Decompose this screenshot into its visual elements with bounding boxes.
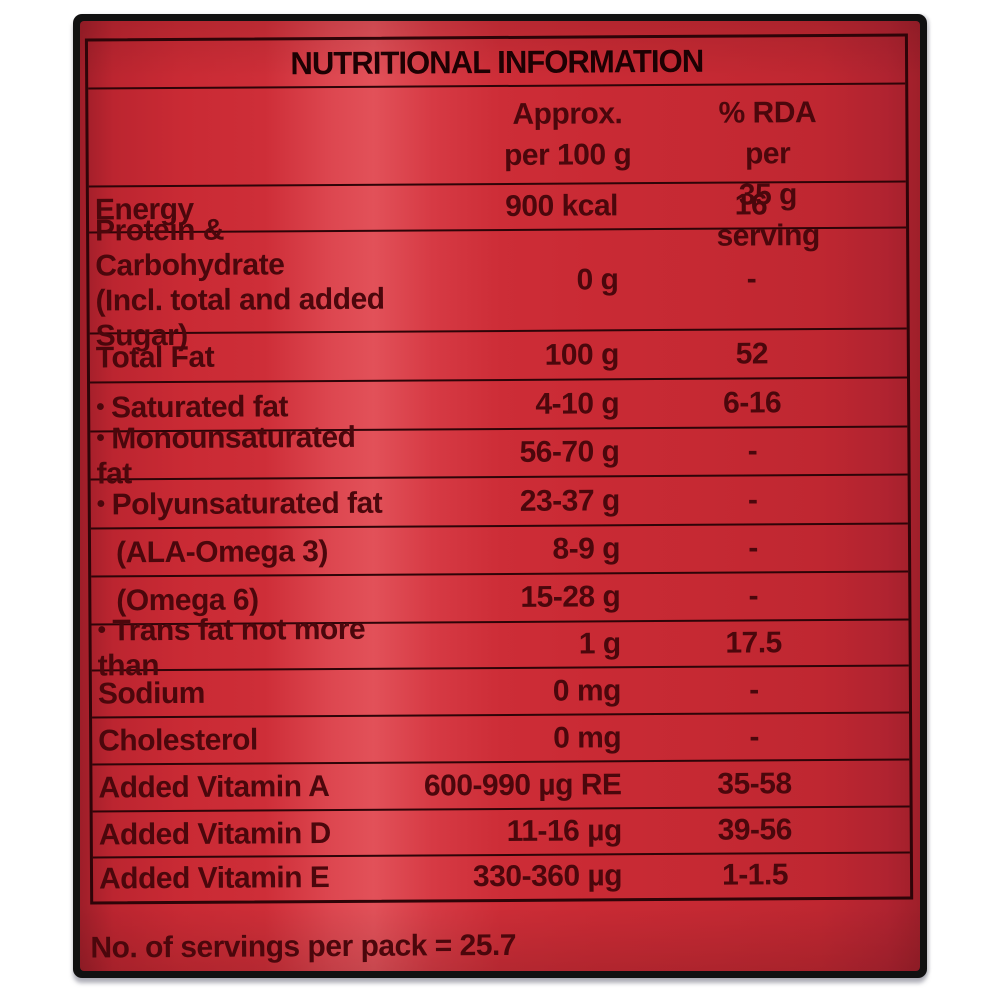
nutrient-label: Added Vitamin D	[98, 816, 331, 851]
rda-percent: -	[748, 531, 758, 565]
value-per-100g: 11-16 µg	[506, 814, 622, 848]
nutrient-label: • Trans fat not more than	[97, 612, 366, 682]
label-tilt-wrapper: NUTRITIONAL INFORMATION Approx. per 100 …	[80, 21, 920, 971]
label-red-background: NUTRITIONAL INFORMATION Approx. per 100 …	[80, 21, 920, 971]
rda-percent: -	[749, 672, 759, 706]
value-per-100g: 56-70 g	[519, 435, 620, 469]
rda-percent: -	[749, 719, 760, 753]
bullet-icon: •	[96, 489, 105, 517]
nutrient-label: Added Vitamin E	[98, 861, 330, 896]
table-row-ala-omega-3: (ALA-Omega 3) 8-9 g -	[90, 524, 909, 578]
nutrition-label-frame: NUTRITIONAL INFORMATION Approx. per 100 …	[73, 14, 927, 978]
servings-per-pack-note: No. of servings per pack = 25.7	[90, 928, 517, 965]
rda-percent: 52	[735, 336, 769, 371]
nutrient-label: Protein & Carbohydrate (Incl. total and …	[94, 213, 385, 352]
table-row-trans-fat: • Trans fat not more than 1 g 17.5	[91, 612, 909, 682]
bullet-icon: •	[97, 615, 106, 643]
value-per-100g: 4-10 g	[535, 386, 620, 421]
value-per-100g: 0 mg	[553, 720, 622, 755]
table-row-added-vitamin-a: Added Vitamin A 600-990 µg RE 35-58	[92, 760, 910, 813]
nutrient-label: Added Vitamin A	[98, 770, 330, 805]
nutrient-label: • Polyunsaturated fat	[96, 486, 383, 521]
table-header-row: Approx. per 100 g % RDA per 35 g serving	[88, 84, 906, 253]
page-title: NUTRITIONAL INFORMATION	[290, 42, 704, 81]
nutrient-label: (ALA-Omega 3)	[115, 534, 329, 569]
rda-percent: 35-58	[717, 766, 792, 801]
rda-percent: -	[748, 579, 759, 613]
rda-percent: -	[747, 434, 758, 468]
table-row-monounsaturated-fat: • Monounsaturated fat 56-70 g -	[90, 420, 908, 490]
value-per-100g: 900 kcal	[505, 189, 619, 223]
table-row-added-vitamin-e: Added Vitamin E 330-360 µg 1-1.5	[93, 854, 910, 900]
table-row-cholesterol: Cholesterol 0 mg -	[92, 713, 910, 766]
table-row-added-vitamin-d: Added Vitamin D 11-16 µg 39-56	[92, 807, 910, 859]
rda-percent: 17.5	[725, 626, 782, 660]
value-per-100g: 600-990 µg RE	[423, 767, 622, 802]
nutrient-label: Cholesterol	[98, 723, 258, 758]
nutrition-table: NUTRITIONAL INFORMATION Approx. per 100 …	[84, 33, 914, 905]
value-per-100g: 0 mg	[552, 673, 621, 708]
bullet-icon: •	[96, 392, 105, 420]
rda-percent: -	[746, 261, 757, 295]
nutrient-label: Sodium	[97, 676, 206, 711]
bullet-icon: •	[96, 423, 105, 451]
column-header-rda-per-serving: % RDA per 35 g serving	[716, 96, 820, 253]
nutrient-label: Total Fat	[95, 340, 215, 375]
value-per-100g: 15-28 g	[520, 580, 621, 614]
rda-percent: 1-1.5	[721, 857, 789, 892]
rda-percent: 39-56	[717, 813, 792, 847]
value-per-100g: 1 g	[578, 627, 621, 661]
rda-percent: 6-16	[723, 385, 782, 420]
value-per-100g: 8-9 g	[552, 532, 621, 566]
table-title-row: NUTRITIONAL INFORMATION	[87, 36, 906, 90]
column-header-approx-per-100g: Approx. per 100 g	[503, 97, 632, 172]
value-per-100g: 23-37 g	[519, 483, 620, 518]
value-per-100g: 0 g	[576, 262, 619, 297]
nutrient-label: • Monounsaturated fat	[96, 420, 356, 490]
value-per-100g: 330-360 µg	[472, 858, 623, 893]
rda-percent: -	[747, 482, 758, 516]
value-per-100g: 100 g	[544, 337, 619, 372]
